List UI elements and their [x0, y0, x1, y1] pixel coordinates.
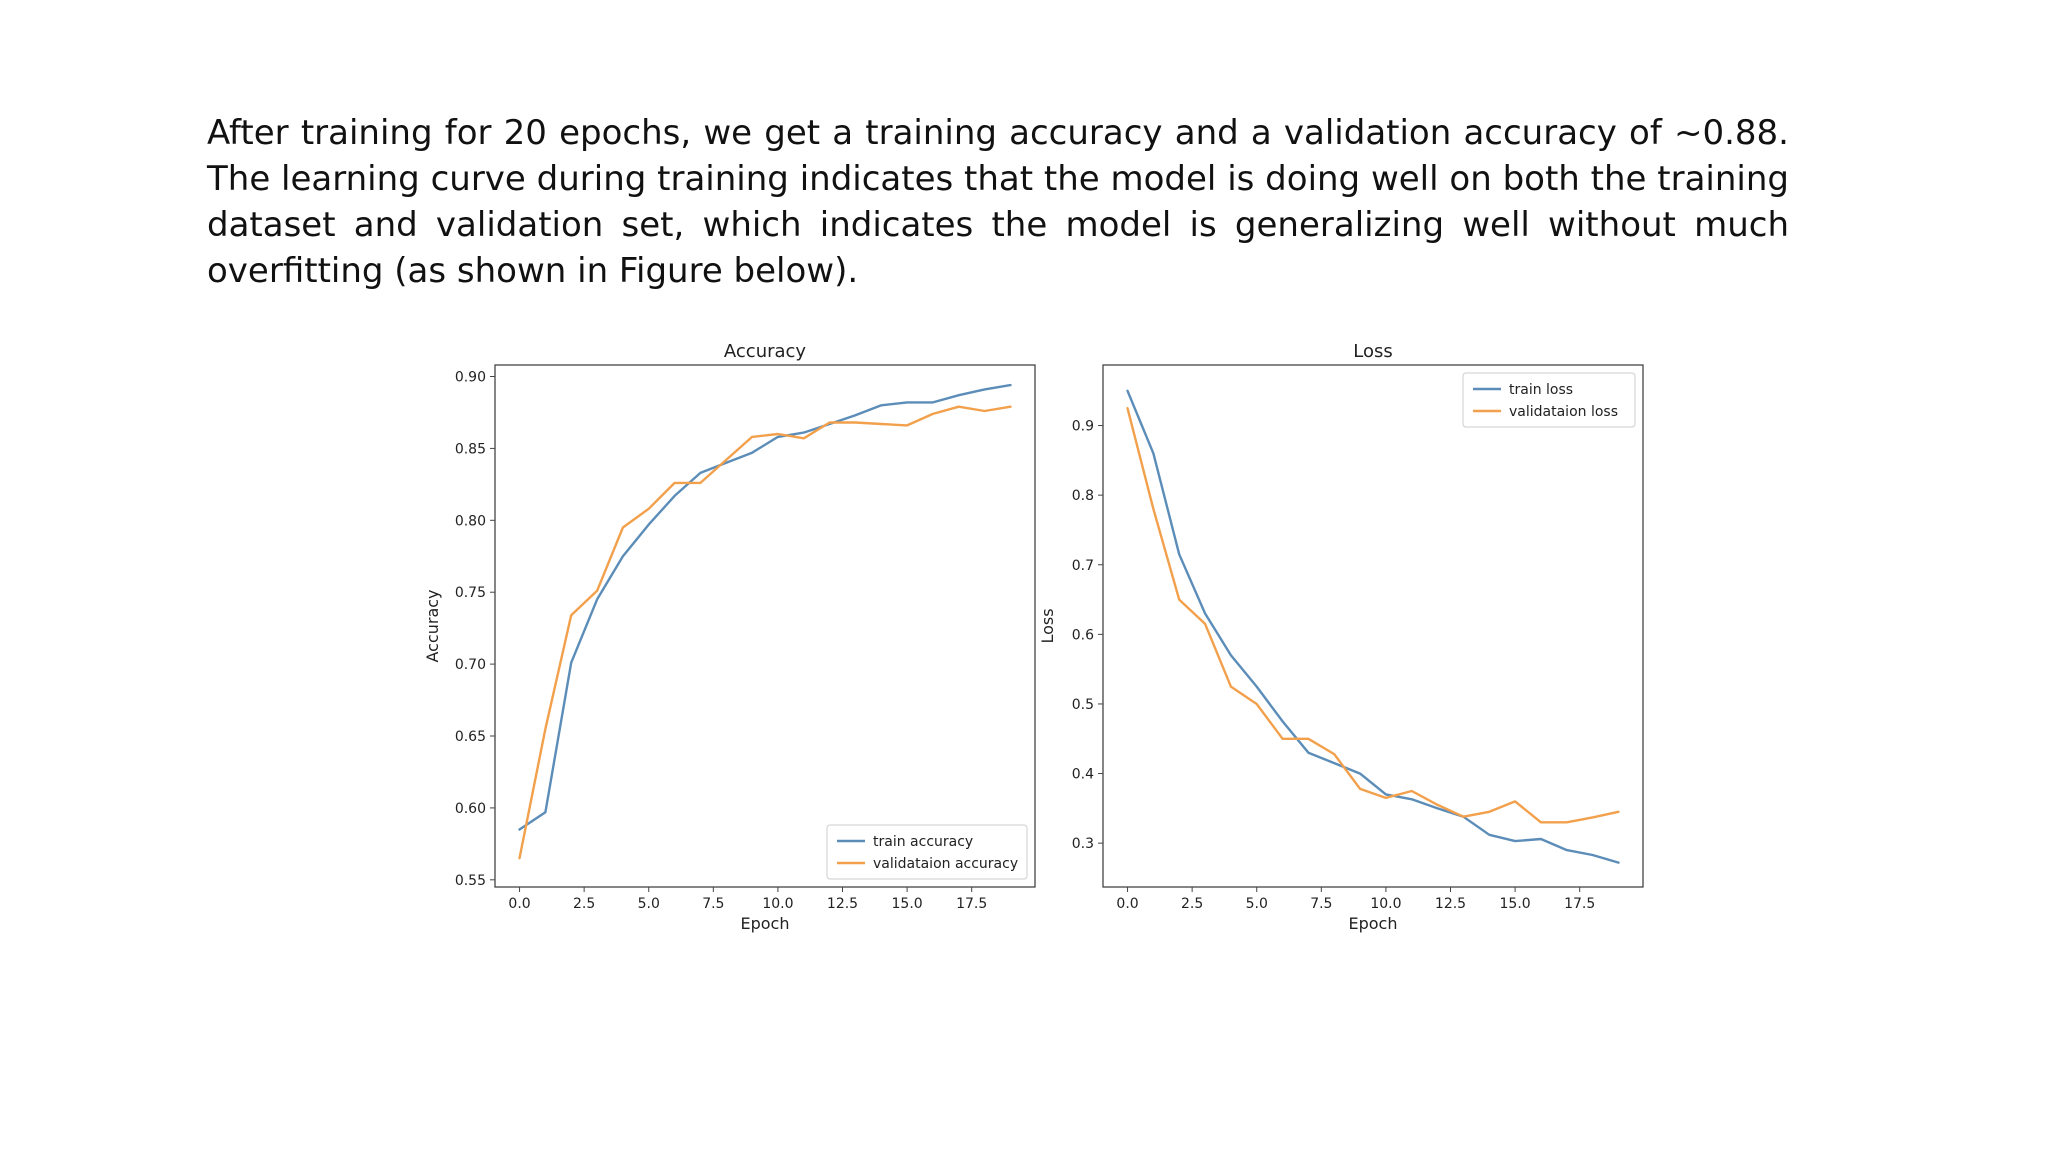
x-tick-label: 17.5: [1564, 896, 1595, 912]
y-tick-label: 0.7: [1072, 558, 1094, 574]
x-tick-label: 5.0: [638, 896, 660, 912]
legend-label: train loss: [1509, 382, 1573, 398]
x-tick-label: 0.0: [1116, 896, 1138, 912]
series-line-1: [518, 383, 1012, 831]
x-tick-label: 7.5: [1310, 896, 1332, 912]
loss-chart: Loss 0.0 2.5 5.0 7.5 10.0 12.5 15.0 17.5 0.3 0.4 0.…: [1038, 341, 1644, 933]
y-tick-label: 0.80: [455, 513, 486, 529]
x-tick-label: 15.0: [1500, 896, 1531, 912]
plot-frame: [1102, 364, 1644, 888]
x-tick-label: 2.5: [573, 896, 595, 912]
y-tick-label: 0.65: [455, 729, 486, 745]
x-tick-label: 2.5: [1181, 896, 1203, 912]
x-tick-label: 12.5: [1435, 896, 1466, 912]
x-tick-label: 0.0: [508, 896, 530, 912]
y-tick-label: 0.8: [1072, 488, 1094, 504]
y-tick-label: 0.70: [455, 657, 486, 673]
series-line-1: [1126, 389, 1620, 864]
legend-box: [826, 824, 1028, 880]
legend-label: train accuracy: [873, 834, 973, 850]
chart-title: Loss: [1353, 341, 1392, 362]
y-tick-label: 0.5: [1072, 697, 1094, 713]
x-tick-label: 10.0: [1370, 896, 1401, 912]
x-axis-label: Epoch: [1349, 914, 1398, 933]
x-tick-label: 7.5: [702, 896, 724, 912]
x-axis-label: Epoch: [741, 914, 790, 933]
y-axis-label: Accuracy: [423, 589, 442, 662]
legend-label: validataion accuracy: [873, 856, 1018, 872]
description-paragraph: After training for 20 epochs, we get a t…: [207, 113, 1789, 291]
x-tick-label: 5.0: [1246, 896, 1268, 912]
legend-box: [1462, 372, 1636, 428]
x-tick-label: 17.5: [956, 896, 987, 912]
chart-title: Accuracy: [724, 341, 807, 362]
plot-frame: [494, 364, 1036, 888]
series-line-2: [518, 405, 1012, 860]
y-tick-label: 0.4: [1072, 767, 1094, 783]
y-tick-label: 0.55: [455, 873, 486, 889]
x-tick-label: 10.0: [762, 896, 793, 912]
y-tick-label: 0.6: [1072, 627, 1094, 643]
y-tick-label: 0.3: [1072, 836, 1094, 852]
x-tick-label: 12.5: [827, 896, 858, 912]
accuracy-chart: Accuracy 0.0 2.5 5.0 7.5 10.0 12.5 15.0 17.5 0.55…: [423, 341, 1036, 933]
series-line-2: [1126, 406, 1620, 824]
x-tick-label: 15.0: [892, 896, 923, 912]
y-tick-label: 0.90: [455, 370, 486, 386]
y-axis-label: Loss: [1038, 608, 1057, 643]
legend-label: validataion loss: [1509, 404, 1618, 420]
y-tick-label: 0.75: [455, 585, 486, 601]
y-tick-label: 0.85: [455, 441, 486, 457]
y-tick-label: 0.9: [1072, 419, 1094, 435]
y-tick-label: 0.60: [455, 801, 486, 817]
